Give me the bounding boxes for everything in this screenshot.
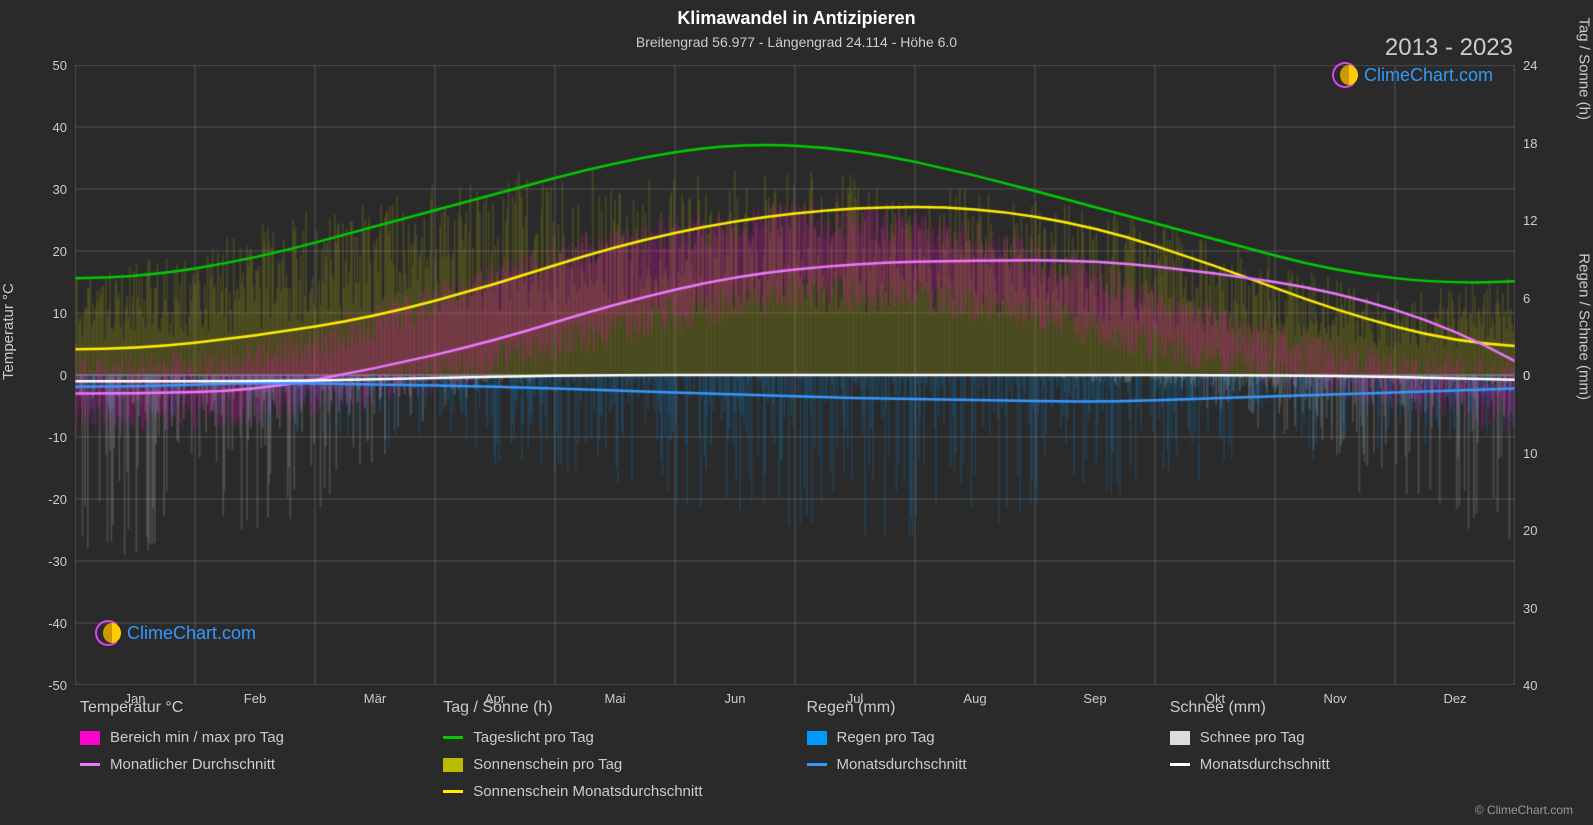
y-tick-left: -10 — [48, 430, 67, 445]
legend: Temperatur °C Bereich min / max pro Tag M… — [80, 699, 1513, 810]
y-tick-right-hours: 6 — [1523, 291, 1530, 306]
watermark-text: ClimeChart.com — [1364, 65, 1493, 86]
legend-swatch — [807, 731, 827, 745]
y-tick-right-mm: 30 — [1523, 601, 1537, 616]
legend-swatch — [80, 763, 100, 766]
legend-swatch — [80, 731, 100, 745]
logo-icon — [95, 620, 121, 646]
climate-chart: Klimawandel in Antizipieren Breitengrad … — [0, 0, 1593, 825]
legend-label: Bereich min / max pro Tag — [110, 729, 284, 746]
legend-item: Monatlicher Durchschnitt — [80, 756, 423, 773]
legend-item: Schnee pro Tag — [1170, 729, 1513, 746]
legend-label: Schnee pro Tag — [1200, 729, 1305, 746]
chart-canvas — [75, 65, 1515, 685]
legend-header: Tag / Sonne (h) — [443, 699, 786, 717]
legend-label: Monatsdurchschnitt — [837, 756, 967, 773]
legend-col-temperature: Temperatur °C Bereich min / max pro Tag M… — [80, 699, 423, 810]
y-tick-left: -20 — [48, 492, 67, 507]
legend-label: Sonnenschein Monatsdurchschnitt — [473, 783, 702, 800]
y-tick-left: -50 — [48, 678, 67, 693]
y-tick-left: 10 — [53, 306, 67, 321]
copyright: © ClimeChart.com — [1475, 803, 1573, 817]
year-range: 2013 - 2023 — [1385, 34, 1513, 62]
y-tick-right-hours: 12 — [1523, 213, 1537, 228]
y-tick-left: -30 — [48, 554, 67, 569]
legend-items: Bereich min / max pro Tag Monatlicher Dur… — [80, 729, 423, 773]
y-axis-right-top-label: Tag / Sonne (h) — [1576, 17, 1593, 120]
y-tick-left: -40 — [48, 616, 67, 631]
watermark: ClimeChart.com — [95, 620, 256, 646]
legend-label: Monatlicher Durchschnitt — [110, 756, 275, 773]
y-tick-left: 50 — [53, 58, 67, 73]
y-tick-right-hours: 24 — [1523, 58, 1537, 73]
legend-item: Sonnenschein pro Tag — [443, 756, 786, 773]
chart-subtitle: Breitengrad 56.977 - Längengrad 24.114 -… — [0, 34, 1593, 50]
legend-col-snow: Schnee (mm) Schnee pro Tag Monatsdurchsch… — [1170, 699, 1513, 810]
legend-swatch — [443, 758, 463, 772]
legend-item: Monatsdurchschnitt — [1170, 756, 1513, 773]
legend-label: Sonnenschein pro Tag — [473, 756, 622, 773]
legend-col-daylight: Tag / Sonne (h) Tageslicht pro Tag Sonnen… — [443, 699, 786, 810]
legend-swatch — [443, 736, 463, 739]
legend-item: Sonnenschein Monatsdurchschnitt — [443, 783, 786, 800]
y-axis-right-bottom-label: Regen / Schnee (mm) — [1576, 253, 1593, 400]
legend-items: Tageslicht pro Tag Sonnenschein pro Tag So… — [443, 729, 786, 800]
y-tick-left: 0 — [60, 368, 67, 383]
legend-swatch — [1170, 731, 1190, 745]
legend-header: Schnee (mm) — [1170, 699, 1513, 717]
legend-header: Regen (mm) — [807, 699, 1150, 717]
y-tick-left: 40 — [53, 120, 67, 135]
legend-item: Monatsdurchschnitt — [807, 756, 1150, 773]
legend-label: Tageslicht pro Tag — [473, 729, 594, 746]
legend-swatch — [807, 763, 827, 766]
watermark-text: ClimeChart.com — [127, 623, 256, 644]
y-tick-right-mm: 0 — [1523, 368, 1530, 383]
plot-area — [75, 65, 1515, 685]
y-tick-right-mm: 10 — [1523, 446, 1537, 461]
y-axis-left-label: Temperatur °C — [0, 283, 17, 380]
y-tick-right-mm: 40 — [1523, 678, 1537, 693]
legend-label: Regen pro Tag — [837, 729, 935, 746]
legend-label: Monatsdurchschnitt — [1200, 756, 1330, 773]
legend-header: Temperatur °C — [80, 699, 423, 717]
legend-item: Tageslicht pro Tag — [443, 729, 786, 746]
y-tick-right-mm: 20 — [1523, 523, 1537, 538]
legend-swatch — [1170, 763, 1190, 766]
y-tick-left: 30 — [53, 182, 67, 197]
chart-title: Klimawandel in Antizipieren — [0, 8, 1593, 29]
legend-items: Schnee pro Tag Monatsdurchschnitt — [1170, 729, 1513, 773]
legend-item: Regen pro Tag — [807, 729, 1150, 746]
logo-icon — [1332, 62, 1358, 88]
y-tick-left: 20 — [53, 244, 67, 259]
legend-col-rain: Regen (mm) Regen pro Tag Monatsdurchschni… — [807, 699, 1150, 810]
y-tick-right-hours: 18 — [1523, 136, 1537, 151]
watermark: ClimeChart.com — [1332, 62, 1493, 88]
legend-items: Regen pro Tag Monatsdurchschnitt — [807, 729, 1150, 773]
legend-item: Bereich min / max pro Tag — [80, 729, 423, 746]
legend-swatch — [443, 790, 463, 793]
